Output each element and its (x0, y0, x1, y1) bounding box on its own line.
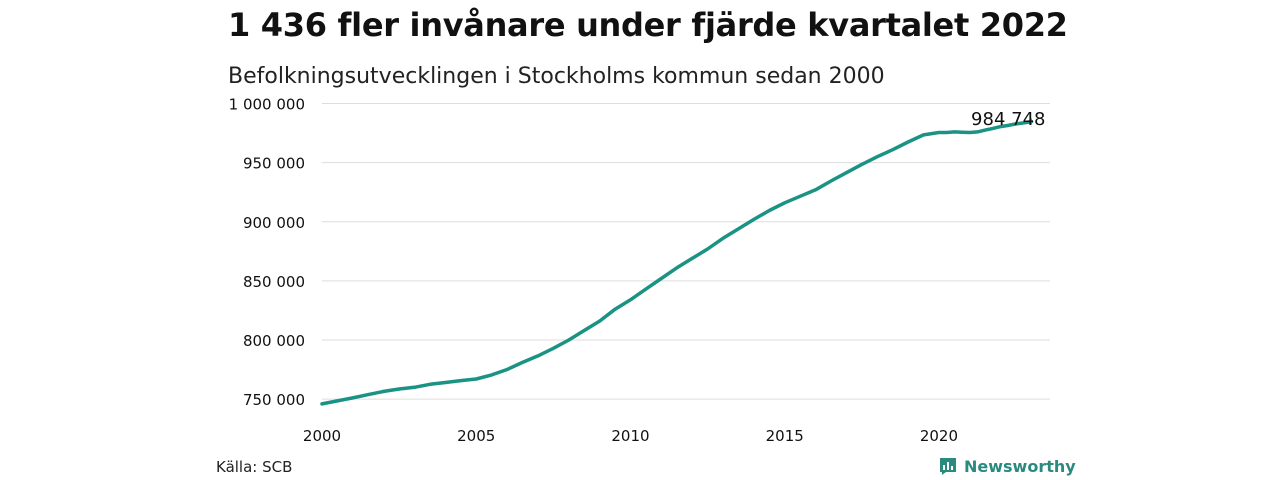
y-tick-label: 850 000 (243, 273, 305, 291)
x-tick-label: 2010 (611, 427, 649, 445)
y-tick-label: 900 000 (243, 214, 305, 232)
series-group (320, 119, 1034, 406)
newsworthy-logo-icon (940, 458, 956, 475)
chart-subtitle: Befolkningsutvecklingen i Stockholms kom… (228, 64, 885, 89)
chart-title: 1 436 fler invånare under fjärde kvartal… (228, 6, 1068, 44)
y-tick-label: 950 000 (243, 155, 305, 173)
x-tick-label: 2015 (766, 427, 804, 445)
x-tick-label: 2020 (920, 427, 958, 445)
x-tick-label: 2005 (457, 427, 495, 445)
y-axis-tick-labels: 750 000 800 000 850 000 900 000 950 000 1 000… (229, 96, 305, 410)
end-value-label: 984 748 (971, 109, 1045, 130)
y-tick-label: 750 000 (243, 391, 305, 409)
y-tick-label: 1 000 000 (229, 96, 305, 114)
brand-name: Newsworthy (964, 456, 1076, 476)
gridlines (322, 103, 1050, 400)
x-axis-tick-labels: 2000 2005 2010 2015 2020 (303, 427, 958, 445)
source-note: Källa: SCB (216, 458, 293, 476)
end-value-annotation: 984 748 (971, 109, 1045, 130)
series-line (320, 119, 1034, 406)
x-tick-label: 2000 (303, 427, 341, 445)
y-tick-label: 800 000 (243, 332, 305, 350)
brand-logo[interactable]: Newsworthy (938, 456, 1076, 476)
